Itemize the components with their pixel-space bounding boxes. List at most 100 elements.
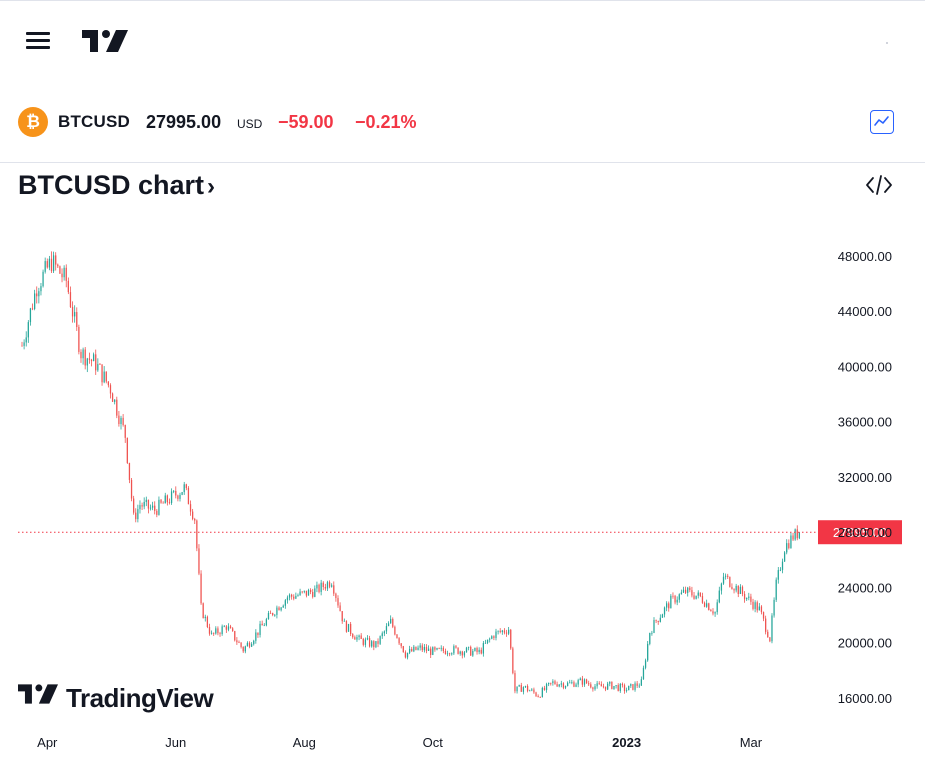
candle-body xyxy=(221,626,223,635)
candle xyxy=(286,595,289,604)
candle-body xyxy=(423,646,426,651)
candle-body xyxy=(562,683,565,688)
candle xyxy=(250,642,253,648)
candle xyxy=(756,600,758,613)
candle xyxy=(604,686,607,692)
candle xyxy=(628,685,630,691)
candle-body xyxy=(387,623,390,627)
candle-body xyxy=(255,632,257,641)
candle xyxy=(240,642,242,649)
candle-body xyxy=(105,371,107,382)
candle-body xyxy=(179,494,181,499)
candle xyxy=(324,583,327,591)
candle xyxy=(767,629,769,638)
candle-body xyxy=(415,646,417,650)
candle xyxy=(724,573,727,580)
candle-body xyxy=(796,529,798,539)
candle-body xyxy=(375,641,377,648)
candle xyxy=(438,647,440,650)
candle-body xyxy=(748,596,750,598)
candle xyxy=(52,251,55,273)
candle-body xyxy=(318,584,320,592)
line-chart-toggle-button[interactable] xyxy=(870,110,894,134)
candle-body xyxy=(769,637,771,642)
candle xyxy=(25,331,27,347)
candle xyxy=(741,585,744,597)
candle-body xyxy=(434,647,436,650)
candle xyxy=(263,623,265,627)
candle-body xyxy=(362,638,364,645)
candle-body xyxy=(368,638,371,647)
candle-body xyxy=(430,648,432,655)
candle-body xyxy=(476,647,478,653)
candle xyxy=(88,352,91,364)
candle xyxy=(510,628,512,650)
tradingview-logo-icon[interactable] xyxy=(82,30,128,52)
candle-body xyxy=(754,602,756,609)
y-tick-label: 36000.00 xyxy=(838,415,892,430)
candle xyxy=(343,618,345,622)
candle xyxy=(413,644,415,653)
candle xyxy=(406,652,409,660)
candle xyxy=(659,614,661,623)
candle xyxy=(467,646,470,651)
candle xyxy=(326,580,329,592)
candle xyxy=(154,501,156,515)
price-chart[interactable]: 27995.00 48000.00 44000.00 40000.00 36000.0… xyxy=(0,220,925,760)
candle xyxy=(147,499,150,514)
candle-body xyxy=(160,499,162,503)
candle xyxy=(381,631,383,639)
header-dot xyxy=(886,42,888,44)
candle xyxy=(655,619,657,624)
ticker-symbol[interactable]: BTCUSD xyxy=(58,112,131,131)
candle-body xyxy=(55,255,57,265)
candle xyxy=(50,251,53,273)
candle-body xyxy=(46,261,48,268)
candle xyxy=(57,263,59,269)
candle xyxy=(61,268,63,283)
candle xyxy=(229,624,232,629)
candle xyxy=(36,286,38,304)
candle xyxy=(404,650,407,659)
hamburger-menu-icon[interactable] xyxy=(26,32,50,50)
candle xyxy=(752,598,754,611)
candle-body xyxy=(556,684,558,687)
candle xyxy=(526,684,529,693)
candle xyxy=(101,364,103,386)
candle-body xyxy=(585,679,588,684)
candle-body xyxy=(44,261,46,272)
candle-body xyxy=(756,602,758,611)
candle-body xyxy=(762,612,765,619)
candle-body xyxy=(139,505,141,510)
y-tick-label: 20000.00 xyxy=(838,636,892,651)
candle xyxy=(394,625,396,636)
candle xyxy=(588,680,590,687)
y-tick-label: 16000.00 xyxy=(838,691,892,706)
chart-title-link[interactable]: BTCUSD chart › xyxy=(18,170,215,201)
candle xyxy=(590,682,592,689)
candle xyxy=(661,613,664,618)
candle xyxy=(398,637,400,645)
candle-body xyxy=(413,646,415,652)
candle-body xyxy=(263,625,265,627)
candle xyxy=(600,681,602,687)
price-change: −59.00 xyxy=(278,112,334,132)
candle xyxy=(474,647,476,652)
candle xyxy=(786,539,788,555)
code-brackets-icon[interactable] xyxy=(865,174,893,196)
candle-body xyxy=(465,647,468,653)
candle xyxy=(158,496,160,516)
bitcoin-glyph: ₿ xyxy=(26,112,40,132)
candle xyxy=(562,682,565,690)
candle xyxy=(665,601,668,612)
candle-body xyxy=(309,589,312,592)
candle xyxy=(331,583,333,588)
candle xyxy=(434,646,436,652)
candle xyxy=(347,623,350,632)
candle xyxy=(82,347,84,365)
section-divider xyxy=(0,162,925,163)
candle-body xyxy=(680,592,683,595)
candle xyxy=(670,594,672,609)
candle-body xyxy=(495,631,497,638)
candle-body xyxy=(337,598,339,606)
